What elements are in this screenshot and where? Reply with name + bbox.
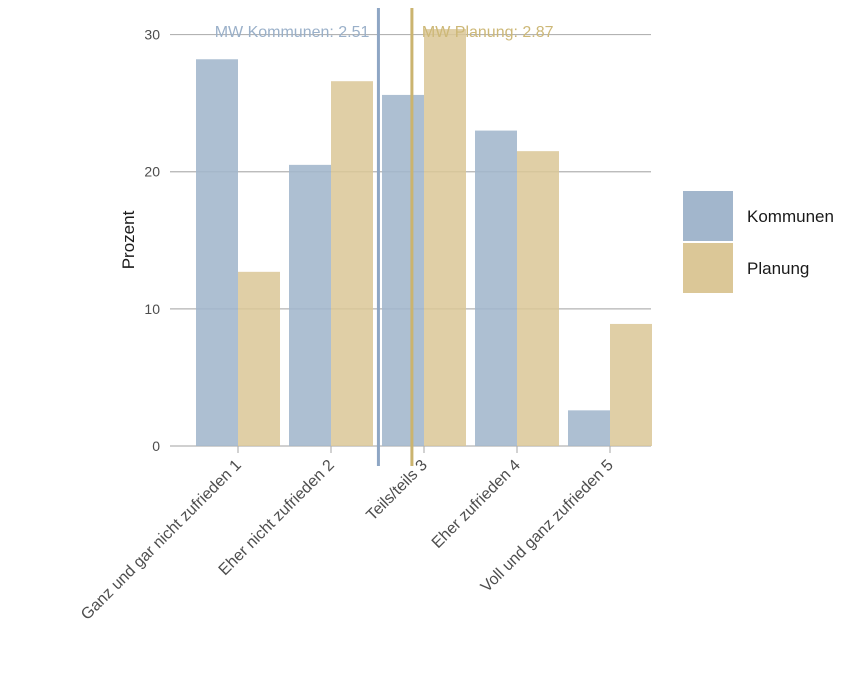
mean-line-label: MW Planung: 2.87	[422, 24, 554, 41]
bar-planung	[610, 323, 652, 446]
mean-lines: MW Kommunen: 2.51 MW Planung: 2.87	[215, 8, 554, 466]
bar-planung	[424, 29, 466, 446]
bar-kommunen	[382, 94, 424, 447]
bar-planung	[331, 81, 373, 446]
x-tick-label: Teils/teils 3	[363, 457, 430, 524]
bar-planung	[517, 151, 559, 446]
bar-kommunen	[196, 59, 238, 446]
mean-line-label: MW Kommunen: 2.51	[215, 24, 370, 41]
y-tick-label: 30	[144, 27, 160, 43]
legend-label: Planung	[747, 259, 809, 278]
bars	[196, 29, 652, 447]
x-tick-label: Eher zufrieden 4	[429, 457, 524, 552]
y-tick-label: 0	[152, 438, 160, 454]
legend-label: Kommunen	[747, 207, 834, 226]
bar-kommunen	[568, 410, 610, 446]
legend-key	[683, 243, 733, 293]
legend: Kommunen Planung	[683, 191, 834, 293]
bar-kommunen	[475, 130, 517, 447]
x-tick-label: Ganz und gar nicht zufrieden 1	[78, 457, 245, 624]
bar-kommunen	[289, 164, 331, 446]
y-axis-title: Prozent	[119, 210, 138, 269]
bar-planung	[238, 271, 280, 446]
y-tick-label: 20	[144, 164, 160, 180]
y-axis-ticks: 0 10 20 30	[144, 27, 160, 454]
legend-key	[683, 191, 733, 241]
y-tick-label: 10	[144, 301, 160, 317]
